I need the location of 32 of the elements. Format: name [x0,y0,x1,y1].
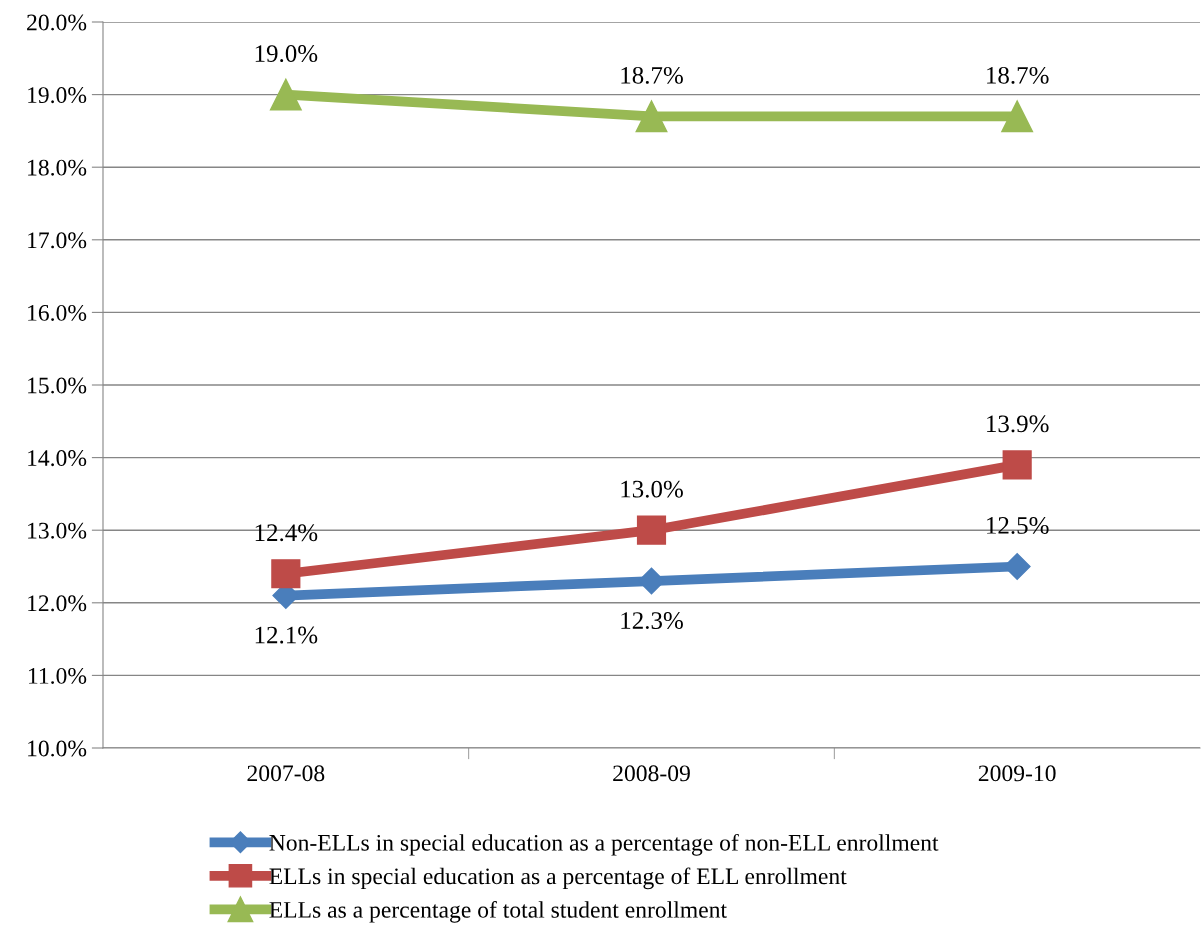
y-tick-label: 13.0% [28,522,87,539]
point [1002,450,1032,480]
y-tick-label: 10.0% [28,740,87,757]
point [635,100,668,133]
legend-label: Non-ELLs in special education as a percentage of non-ELL enrollment [269,833,939,856]
point [1001,100,1034,133]
data-label: 12.4% [255,524,318,542]
x-tick-label: 2009-10 [978,765,1056,782]
data-label: 13.9% [987,415,1049,433]
data-label: 19.0% [255,45,318,63]
data-label: 13.0% [621,480,683,498]
point [269,78,302,111]
data-label: 12.1% [255,626,318,644]
point [636,515,667,545]
data-label: 18.7% [621,66,683,84]
y-tick-label: 11.0% [29,667,87,684]
x-tick-label: 2007-08 [247,765,325,782]
legend-label: ELLs in special education as a percentage of ELL enrollment [269,867,847,890]
y-tick-label: 15.0% [28,377,87,394]
y-tick-label: 12.0% [28,595,87,612]
data-label: 12.5% [987,517,1049,534]
x-tick-label: 2008-09 [613,765,690,782]
y-tick-label: 18.0% [28,159,87,176]
y-tick-label: 20.0% [27,14,87,31]
data-label: 18.7% [987,66,1049,84]
y-tick-label: 17.0% [28,232,87,249]
data-label: 12.3% [621,612,683,630]
y-tick-label: 19.0% [28,87,87,104]
y-tick-label: 14.0% [28,450,87,467]
point [271,559,301,589]
legend-label: ELLs as a percentage of total student enrollment [269,900,727,923]
y-tick-label: 16.0% [28,304,87,321]
